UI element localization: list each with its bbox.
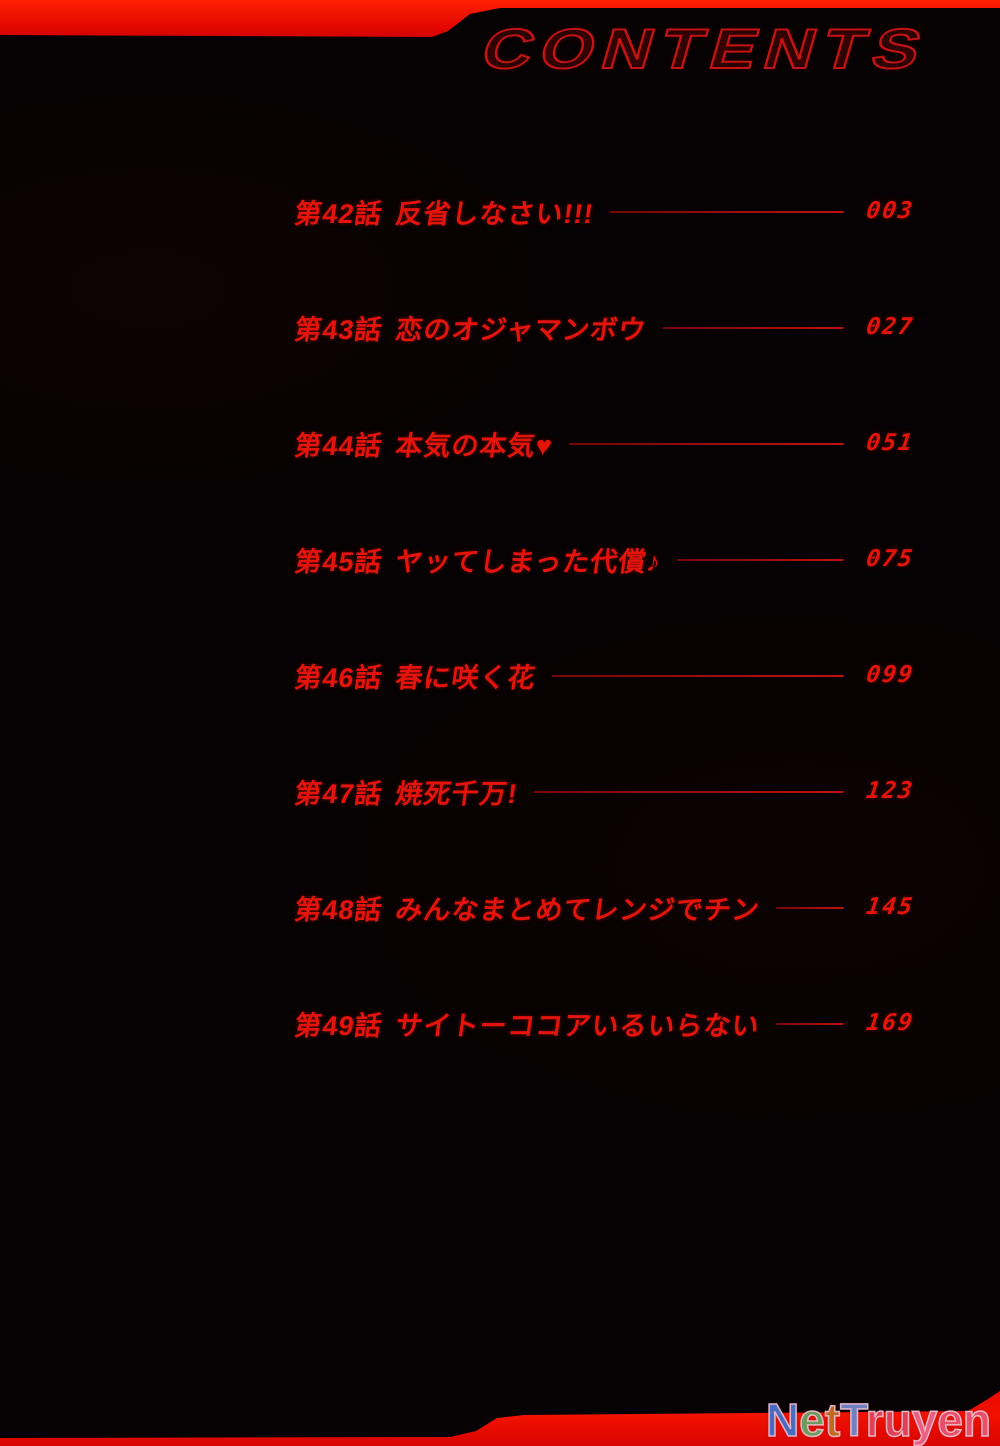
watermark-letter: r bbox=[865, 1394, 884, 1446]
watermark-letter: n bbox=[962, 1394, 992, 1446]
watermark-letter: u bbox=[883, 1394, 913, 1446]
toc-page-number: 003 bbox=[864, 198, 916, 224]
toc-page-number: 145 bbox=[864, 894, 916, 920]
toc-entry: 第49話 サイトーココアいるいらない 169 bbox=[293, 1008, 916, 1041]
toc-chapter-number: 第46話 bbox=[292, 662, 385, 693]
toc-page-number: 169 bbox=[864, 1010, 916, 1036]
site-watermark: NetTruyen bbox=[765, 1394, 992, 1446]
toc-leader-line bbox=[533, 791, 844, 793]
watermark-letter: e bbox=[798, 1394, 825, 1446]
watermark-letter: T bbox=[839, 1394, 866, 1446]
toc-leader-line bbox=[775, 1023, 844, 1025]
toc-page-number: 027 bbox=[864, 314, 916, 340]
toc-leader-line bbox=[568, 443, 844, 445]
toc-page-number: 099 bbox=[864, 662, 916, 688]
watermark-letter: N bbox=[765, 1394, 800, 1446]
toc-chapter-title: みんなまとめてレンジでチン bbox=[393, 894, 762, 925]
toc-entry: 第46話 春に咲く花 099 bbox=[293, 660, 916, 693]
toc-entry: 第47話 焼死千万! 123 bbox=[293, 776, 916, 809]
toc-chapter-number: 第42話 bbox=[292, 198, 385, 229]
toc-chapter-title: サイトーココアいるいらない bbox=[393, 1010, 762, 1041]
toc-entry: 第43話 恋のオジャマンボウ 027 bbox=[293, 312, 916, 345]
toc-chapter-number: 第47話 bbox=[292, 778, 385, 809]
toc-leader-line bbox=[662, 327, 844, 329]
toc-leader-line bbox=[609, 211, 844, 213]
toc-leader-line bbox=[775, 907, 844, 909]
toc-chapter-title: 春に咲く花 bbox=[393, 662, 538, 693]
toc-entry: 第44話 本気の本気♥ 051 bbox=[293, 428, 916, 461]
toc-chapter-title: ヤッてしまった代償♪ bbox=[393, 546, 664, 577]
watermark-letter: t bbox=[824, 1394, 841, 1446]
toc-chapter-number: 第49話 bbox=[292, 1010, 385, 1041]
toc-chapter-number: 第44話 bbox=[292, 430, 385, 461]
toc-chapter-title: 反省しなさい!!! bbox=[393, 198, 596, 229]
toc-entry: 第48話 みんなまとめてレンジでチン 145 bbox=[293, 892, 916, 925]
toc-chapter-number: 第45話 bbox=[292, 546, 385, 577]
toc-page-number: 123 bbox=[864, 778, 916, 804]
toc-leader-line bbox=[677, 559, 844, 561]
toc-entry: 第42話 反省しなさい!!! 003 bbox=[293, 196, 916, 229]
toc-page-number: 051 bbox=[864, 430, 916, 456]
toc-entry: 第45話 ヤッてしまった代償♪ 075 bbox=[293, 544, 916, 577]
toc-list: 第42話 反省しなさい!!! 003 第43話 恋のオジャマンボウ 027 第4… bbox=[293, 196, 916, 1124]
page-title: CONTENTS bbox=[474, 16, 938, 81]
toc-chapter-title: 本気の本気♥ bbox=[393, 430, 555, 461]
watermark-letter: e bbox=[937, 1394, 964, 1446]
toc-page-number: 075 bbox=[864, 546, 916, 572]
toc-chapter-number: 第48話 bbox=[292, 894, 385, 925]
toc-leader-line bbox=[551, 675, 844, 677]
toc-chapter-title: 焼死千万! bbox=[393, 778, 520, 809]
toc-chapter-title: 恋のオジャマンボウ bbox=[393, 314, 649, 345]
toc-chapter-number: 第43話 bbox=[292, 314, 385, 345]
watermark-letter: y bbox=[911, 1394, 938, 1446]
